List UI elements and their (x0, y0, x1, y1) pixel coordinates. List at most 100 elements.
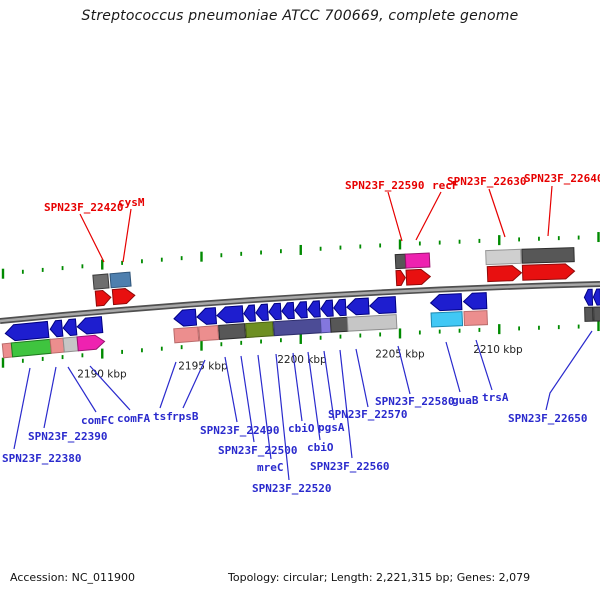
gene-cyan[interactable] (430, 311, 464, 328)
gene-label-reverse[interactable]: SPN23F_22580 (375, 395, 454, 408)
gene-blue[interactable] (345, 297, 370, 316)
gene-darkgray[interactable] (593, 306, 600, 322)
gene-label-reverse[interactable]: cbiO (288, 422, 315, 435)
gene-blue[interactable] (173, 308, 198, 327)
gene-blue[interactable] (583, 288, 594, 306)
gene-red[interactable] (395, 269, 406, 287)
gene-silver[interactable] (346, 314, 398, 332)
gene-label-forward[interactable]: SPN23F_22630 (447, 175, 526, 188)
gene-label-reverse[interactable]: SPN23F_22570 (328, 408, 407, 421)
gene-salmon[interactable] (198, 325, 220, 342)
accession-text: Accession: NC_011900 (10, 571, 136, 584)
page-title: Streptococcus pneumoniae ATCC 700669, co… (81, 8, 519, 24)
gene-label-reverse[interactable]: SPN23F_22390 (28, 430, 107, 443)
gene-blue[interactable] (49, 319, 64, 338)
genome-backbone-highlight (0, 282, 600, 323)
gene-label-forward[interactable]: cysM (118, 196, 145, 209)
gene-label-reverse-leader-line (159, 361, 177, 409)
gene-blue[interactable] (281, 301, 295, 320)
gene-label-forward[interactable]: SPN23F_22590 (345, 179, 424, 192)
gene-label-reverse-leader-line (339, 349, 353, 459)
gene-blue[interactable] (592, 288, 600, 306)
gene-label-forward-leader-line (488, 188, 506, 238)
gene-red[interactable] (94, 289, 112, 307)
gene-silver[interactable] (62, 336, 79, 353)
gene-label-reverse-leader-line (224, 356, 238, 423)
gene-blue[interactable] (368, 296, 397, 315)
gene-label-reverse[interactable]: comFA (117, 412, 150, 425)
gene-label-reverse-leader-line (545, 330, 593, 411)
gene-label-reverse-leader-line (475, 339, 493, 391)
gene-label-reverse-leader-line (67, 366, 97, 413)
gene-blue[interactable] (294, 301, 308, 319)
gene-blue[interactable] (307, 300, 321, 318)
gene-label-reverse-leader-line (323, 350, 335, 421)
gene-green[interactable] (10, 338, 52, 358)
gene-steelblue[interactable] (109, 271, 132, 289)
gene-label-forward[interactable]: SPN23F_22420 (44, 201, 123, 214)
gene-red[interactable] (405, 268, 432, 286)
gene-label-forward-leader-line (79, 213, 105, 263)
gene-blue[interactable] (216, 305, 244, 324)
gene-label-reverse-leader-line (397, 345, 411, 395)
gene-label-reverse-leader-line (307, 351, 321, 441)
gene-label-reverse-leader-line (89, 365, 131, 411)
gene-label-forward[interactable]: SPN23F_22640 (524, 172, 600, 185)
gene-blue[interactable] (62, 318, 78, 336)
gene-red[interactable] (486, 265, 523, 283)
gene-darkgray[interactable] (329, 316, 349, 333)
gene-darkgray[interactable] (584, 306, 594, 322)
gene-label-reverse-leader-line (257, 354, 272, 460)
ruler-label: 2210 kbp (473, 344, 523, 356)
gene-label-reverse-leader-line (13, 367, 31, 450)
gene-label-reverse[interactable]: SPN23F_22490 (200, 424, 279, 437)
gene-red[interactable] (521, 263, 576, 281)
gene-salmon[interactable] (463, 310, 489, 327)
gene-label-reverse[interactable]: tsf (153, 410, 173, 423)
ruler-label: 2195 kbp (178, 361, 228, 373)
ruler-label: 2190 kbp (77, 369, 127, 381)
gene-label-reverse-leader-line (43, 366, 57, 429)
gene-label-reverse[interactable]: mreC (257, 461, 284, 474)
gene-gray[interactable] (92, 273, 110, 290)
gene-label-reverse[interactable]: pgsA (318, 421, 345, 434)
gene-label-reverse-leader-line (182, 359, 206, 409)
gene-label-forward-leader-line (415, 191, 442, 241)
gene-label-reverse[interactable]: cbiO (307, 441, 334, 454)
gene-darkslate[interactable] (272, 318, 322, 337)
gene-lightgray[interactable] (485, 248, 522, 266)
gene-blue[interactable] (255, 303, 269, 321)
gene-salmon[interactable] (173, 326, 200, 344)
gene-label-reverse[interactable]: SPN23F_22500 (218, 444, 297, 457)
gene-label-reverse-leader-line (292, 352, 303, 422)
gene-darkgray[interactable] (521, 247, 575, 264)
gene-label-reverse[interactable]: rpsB (172, 410, 199, 423)
gene-darkgray[interactable] (218, 323, 247, 340)
gene-label-reverse[interactable]: SPN23F_22560 (310, 460, 389, 473)
gene-label-reverse[interactable]: SPN23F_22520 (252, 482, 331, 495)
gene-blue[interactable] (462, 292, 488, 310)
gene-label-reverse[interactable]: trsA (482, 391, 509, 404)
gene-salmon[interactable] (49, 337, 65, 354)
gene-darkgray[interactable] (394, 253, 407, 270)
gene-blue[interactable] (429, 293, 463, 312)
gene-olive[interactable] (245, 321, 274, 339)
gene-red[interactable] (111, 288, 136, 306)
gene-label-forward-leader-line (547, 185, 553, 237)
gene-blue[interactable] (268, 302, 282, 321)
gene-blue[interactable] (76, 316, 104, 335)
gene-blue[interactable] (196, 307, 218, 325)
gene-magenta[interactable] (404, 252, 431, 269)
gene-blue[interactable] (4, 320, 50, 342)
gene-magenta[interactable] (76, 334, 106, 352)
gene-label-reverse[interactable]: comFC (81, 414, 114, 427)
gene-blue[interactable] (333, 298, 347, 317)
gene-label-reverse[interactable]: SPN23F_22380 (2, 452, 81, 465)
gene-medpurple[interactable] (319, 317, 332, 334)
gene-label-reverse[interactable]: SPN23F_22650 (508, 412, 587, 425)
gene-label-forward-leader-line (122, 208, 132, 263)
gene-label-forward[interactable]: recF (432, 179, 459, 192)
gene-label-reverse[interactable]: guaB (452, 394, 479, 407)
gene-blue[interactable] (243, 304, 256, 322)
gene-blue[interactable] (320, 299, 334, 317)
